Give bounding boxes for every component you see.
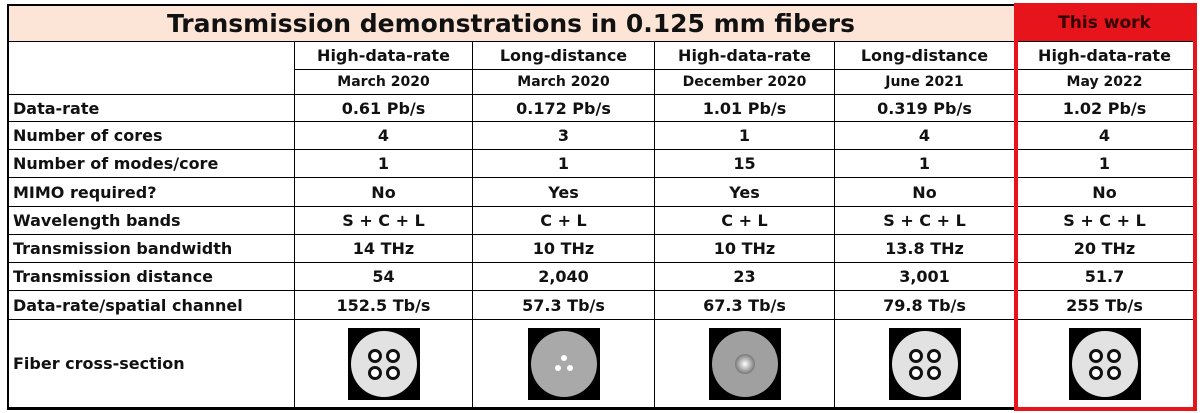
row-value: 1.01 Pb/s [655,95,835,122]
column-date: March 2020 [473,70,655,95]
row-value: 1 [295,150,473,178]
row-value: No [295,178,473,207]
row-label: Wavelength bands [8,207,295,235]
column-date: June 2021 [835,70,1015,95]
row-value: No [835,178,1015,207]
row-value: C + L [655,207,835,235]
row-label: Fiber cross-section [8,320,295,408]
row-value: 4 [295,122,473,150]
row-value: 0.61 Pb/s [295,95,473,122]
header-blank [8,42,295,95]
row-value: C + L [473,207,655,235]
row-label: Transmission bandwidth [8,235,295,263]
this-work-label: This work [1015,5,1195,42]
fiber-image [1015,320,1195,408]
title: Transmission demonstrations in 0.125 mm … [8,5,1015,42]
row-value: 0.319 Pb/s [835,95,1015,122]
row-value: 4 [1015,122,1195,150]
column-date: December 2020 [655,70,835,95]
row-value: 1 [655,122,835,150]
row-value: 152.5 Tb/s [295,291,473,320]
row-value: 10 THz [655,235,835,263]
column-type: Long-distance [835,42,1015,70]
row-value: S + C + L [295,207,473,235]
row-value: 14 THz [295,235,473,263]
column-type: High-data-rate [295,42,473,70]
row-value: 4 [835,122,1015,150]
row-label: Number of cores [8,122,295,150]
row-label: Data-rate [8,95,295,122]
row-value: 54 [295,263,473,291]
row-value: Yes [655,178,835,207]
row-value: 10 THz [473,235,655,263]
row-value: 1.02 Pb/s [1015,95,1195,122]
row-value: S + C + L [835,207,1015,235]
row-value: Yes [473,178,655,207]
column-type: Long-distance [473,42,655,70]
row-value: 255 Tb/s [1015,291,1195,320]
row-value: 57.3 Tb/s [473,291,655,320]
row-value: 20 THz [1015,235,1195,263]
column-type: High-data-rate [655,42,835,70]
column-date: May 2022 [1015,70,1195,95]
row-label: Number of modes/core [8,150,295,178]
row-value: 23 [655,263,835,291]
row-value: 1 [473,150,655,178]
row-value: 51.7 [1015,263,1195,291]
fiber-image [655,320,835,408]
column-type: High-data-rate [1015,42,1195,70]
row-value: 79.8 Tb/s [835,291,1015,320]
row-value: 13.8 THz [835,235,1015,263]
row-value: 3,001 [835,263,1015,291]
row-value: No [1015,178,1195,207]
row-value: 0.172 Pb/s [473,95,655,122]
row-label: Transmission distance [8,263,295,291]
row-value: 67.3 Tb/s [655,291,835,320]
row-value: 1 [1015,150,1195,178]
fiber-image [473,320,655,408]
fiber-image [295,320,473,408]
row-value: S + C + L [1015,207,1195,235]
column-date: March 2020 [295,70,473,95]
row-value: 3 [473,122,655,150]
fiber-image [835,320,1015,408]
row-label: MIMO required? [8,178,295,207]
row-label: Data-rate/spatial channel [8,291,295,320]
row-value: 2,040 [473,263,655,291]
row-value: 15 [655,150,835,178]
row-value: 1 [835,150,1015,178]
